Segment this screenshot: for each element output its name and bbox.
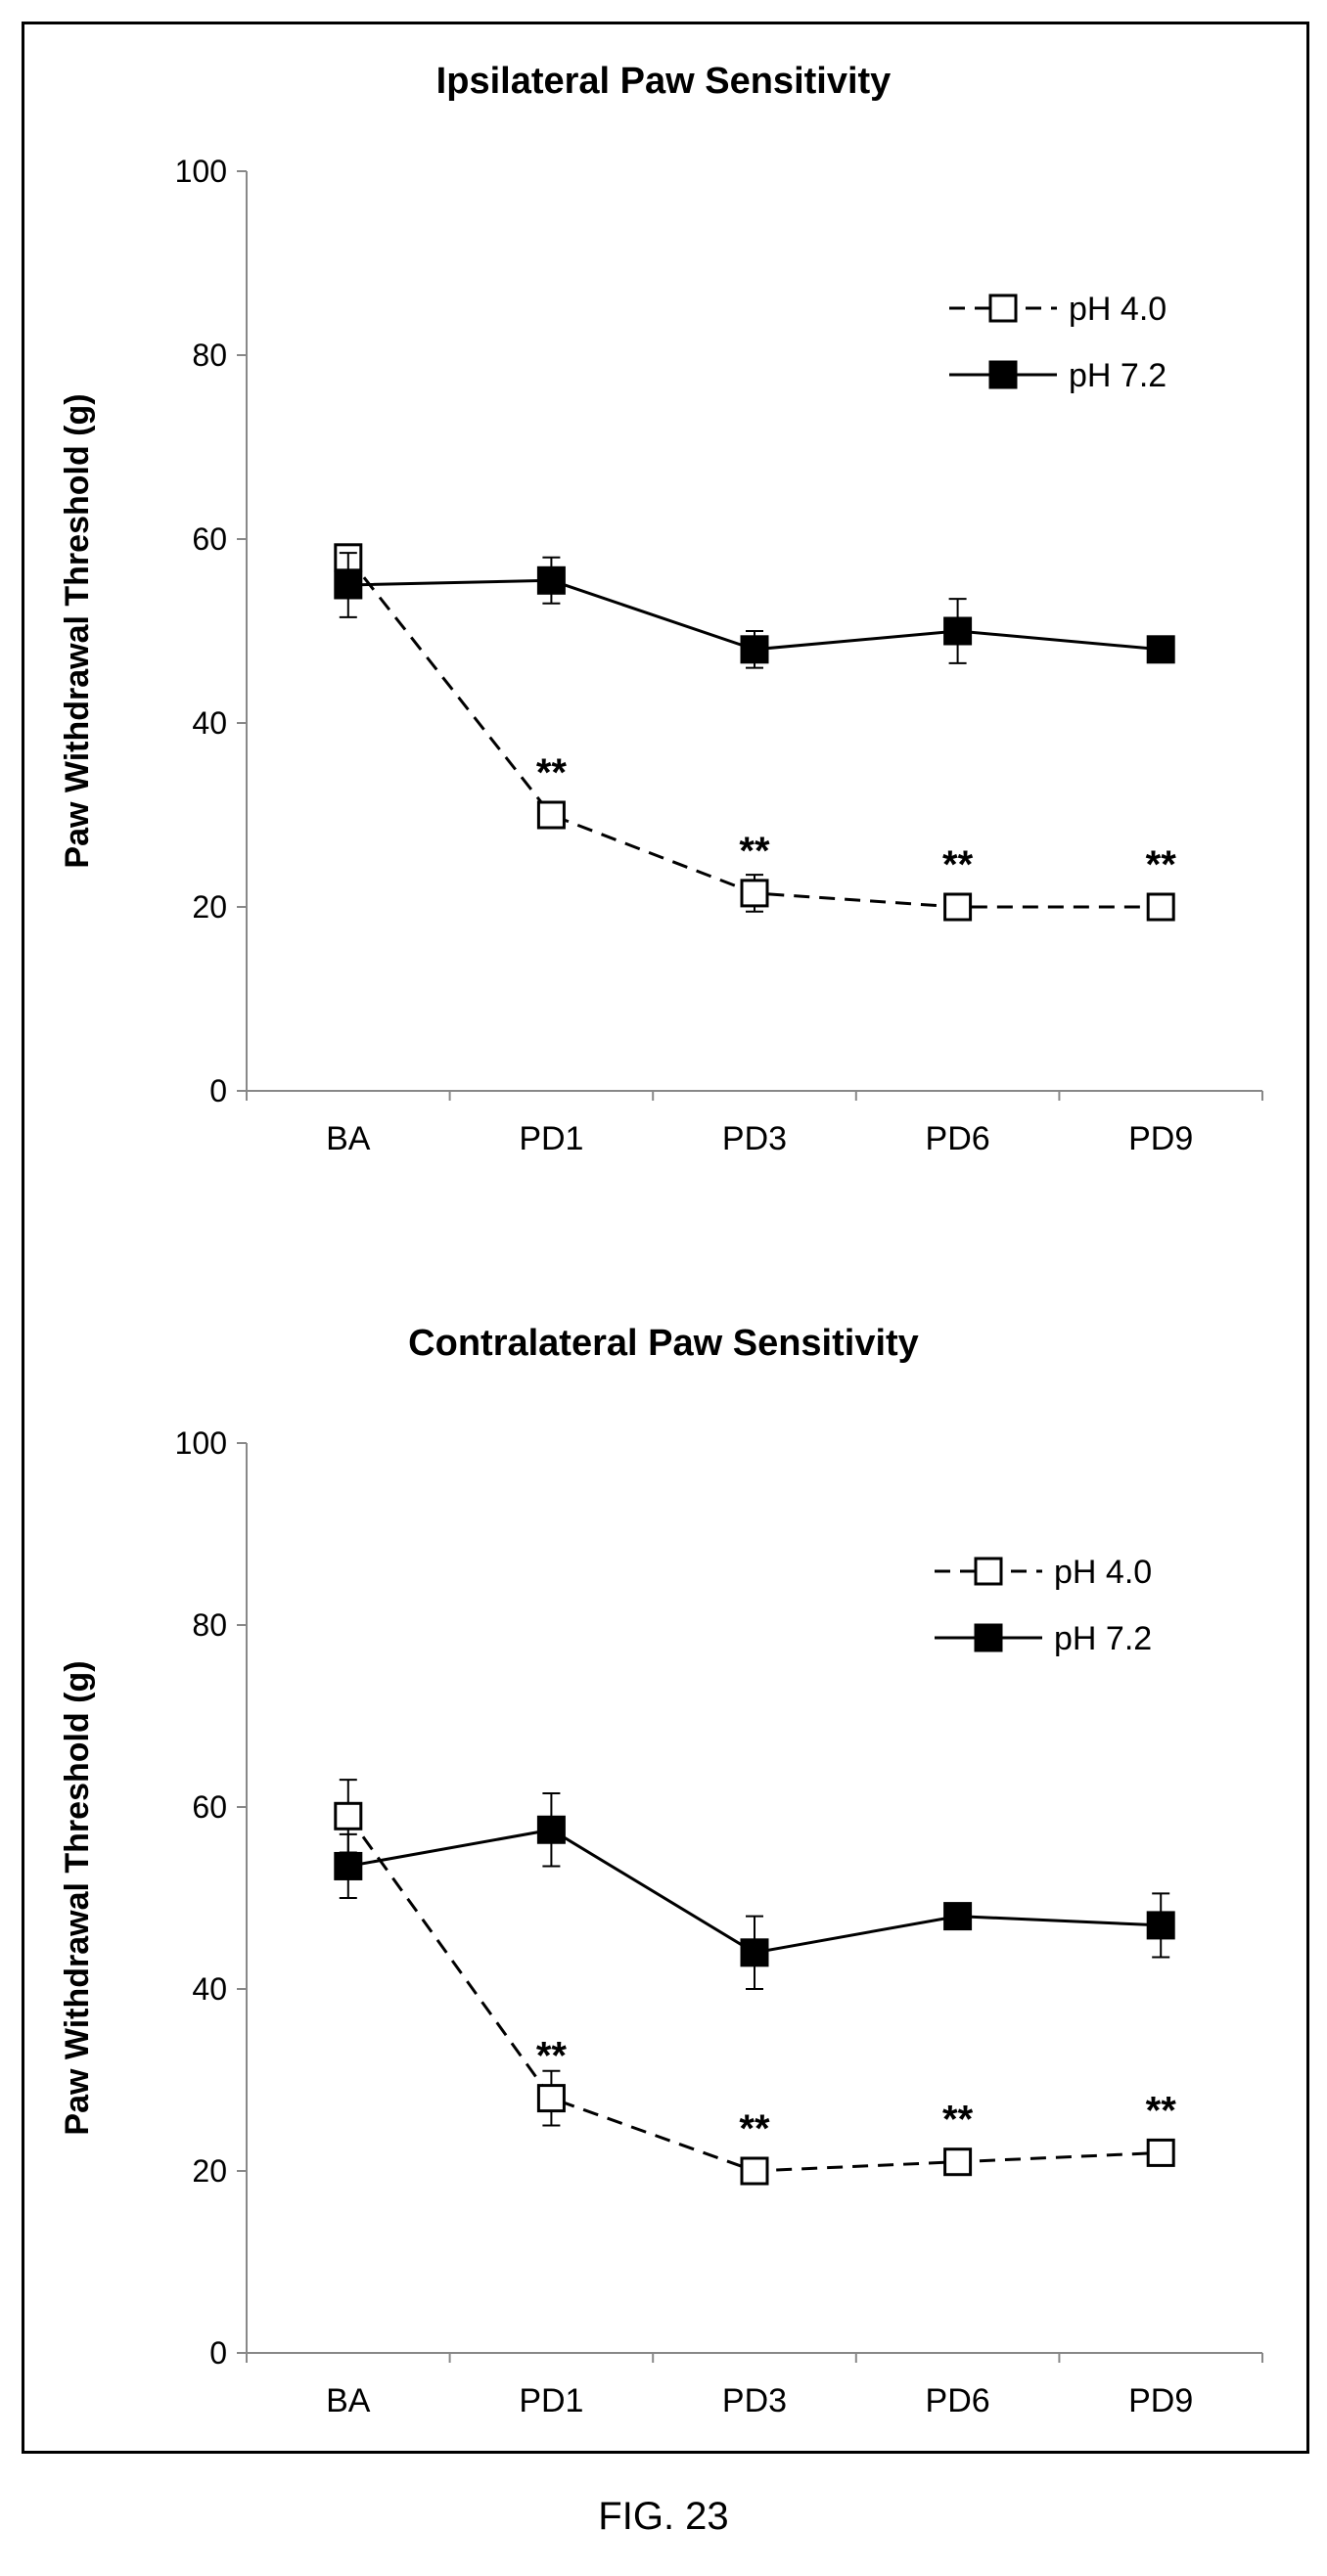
significance-label: ** bbox=[739, 830, 770, 873]
y-tick-label: 0 bbox=[209, 2335, 227, 2371]
data-point bbox=[536, 1815, 566, 1844]
ipsilateral-chart: Ipsilateral Paw Sensitivity Paw Withdrawa… bbox=[59, 61, 1263, 1157]
x-tick-label: PD3 bbox=[722, 1120, 787, 1157]
y-tick-label: 20 bbox=[192, 889, 227, 925]
legend-marker bbox=[988, 360, 1018, 389]
data-point bbox=[740, 879, 769, 908]
data-point bbox=[1146, 892, 1175, 922]
data-point bbox=[943, 1902, 973, 1931]
data-point bbox=[943, 892, 973, 922]
x-tick-label: PD1 bbox=[519, 2382, 583, 2419]
y-tick-label: 60 bbox=[192, 521, 227, 557]
x-tick-label: BA bbox=[326, 2382, 371, 2419]
legend-label: pH 7.2 bbox=[1054, 1620, 1152, 1657]
data-point bbox=[740, 2156, 769, 2186]
legend-label: pH 4.0 bbox=[1054, 1554, 1152, 1591]
y-tick-label: 40 bbox=[192, 705, 227, 741]
y-tick-label: 60 bbox=[192, 1789, 227, 1825]
data-point bbox=[1146, 635, 1175, 664]
data-point bbox=[334, 1801, 363, 1830]
x-tick-label: BA bbox=[326, 1120, 371, 1157]
x-tick-label: PD1 bbox=[519, 1120, 583, 1157]
chart-title: Contralateral Paw Sensitivity bbox=[408, 1323, 919, 1364]
y-tick-label: 80 bbox=[192, 1607, 227, 1643]
x-tick-label: PD9 bbox=[1128, 1120, 1193, 1157]
y-tick-label: 100 bbox=[175, 1425, 227, 1461]
data-point bbox=[740, 1938, 769, 1967]
data-point bbox=[943, 616, 973, 646]
figure-caption: FIG. 23 bbox=[598, 2495, 729, 2538]
x-tick-label: PD3 bbox=[722, 2382, 787, 2419]
data-point bbox=[536, 800, 566, 830]
data-point bbox=[334, 570, 363, 600]
legend-label: pH 7.2 bbox=[1069, 357, 1167, 394]
y-tick-label: 20 bbox=[192, 2153, 227, 2189]
y-tick-label: 0 bbox=[209, 1073, 227, 1108]
significance-label: ** bbox=[536, 2035, 568, 2078]
y-axis-label: Paw Withdrawal Threshold (g) bbox=[59, 393, 96, 868]
significance-label: ** bbox=[1146, 843, 1177, 886]
figure-frame bbox=[22, 22, 1309, 2454]
legend-marker bbox=[974, 1557, 1003, 1586]
data-point bbox=[1146, 2138, 1175, 2167]
data-point bbox=[536, 565, 566, 595]
legend-marker bbox=[974, 1623, 1003, 1652]
significance-label: ** bbox=[536, 751, 568, 794]
y-tick-label: 100 bbox=[175, 154, 227, 189]
y-tick-label: 80 bbox=[192, 338, 227, 373]
significance-label: ** bbox=[942, 843, 974, 886]
contralateral-chart: Contralateral Paw Sensitivity Paw Withdra… bbox=[59, 1323, 1263, 2419]
legend-marker bbox=[988, 294, 1018, 323]
significance-label: ** bbox=[739, 2107, 770, 2150]
legend-label: pH 4.0 bbox=[1069, 291, 1167, 328]
significance-label: ** bbox=[942, 2099, 974, 2142]
y-axis-label: Paw Withdrawal Threshold (g) bbox=[59, 1660, 96, 2135]
data-point bbox=[740, 635, 769, 664]
data-point bbox=[334, 1851, 363, 1880]
data-point bbox=[536, 2084, 566, 2113]
chart-title: Ipsilateral Paw Sensitivity bbox=[436, 61, 892, 102]
x-tick-label: PD9 bbox=[1128, 2382, 1193, 2419]
data-point bbox=[1146, 1911, 1175, 1940]
data-point bbox=[943, 2147, 973, 2177]
x-tick-label: PD6 bbox=[926, 1120, 990, 1157]
significance-label: ** bbox=[1146, 2089, 1177, 2132]
y-tick-label: 40 bbox=[192, 1971, 227, 2007]
x-tick-label: PD6 bbox=[926, 2382, 990, 2419]
